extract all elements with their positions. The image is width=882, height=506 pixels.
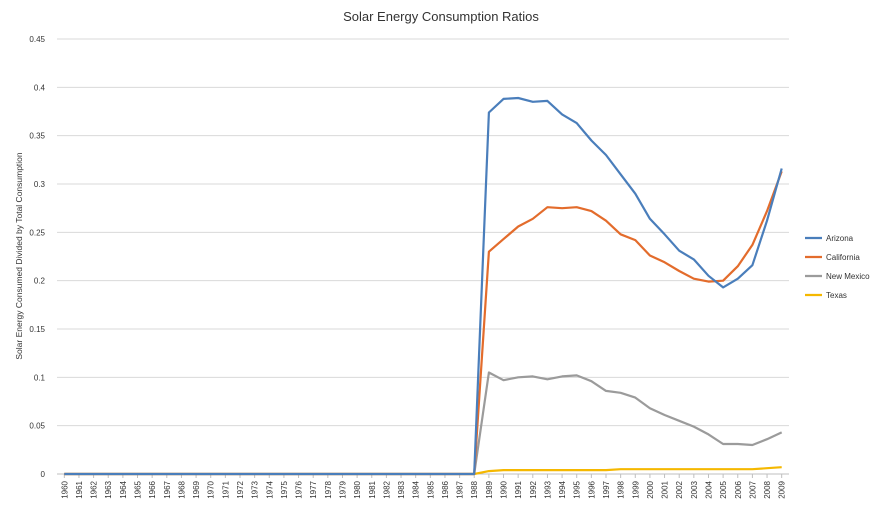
x-tick-label: 1967 (163, 480, 172, 498)
x-tick-label: 1963 (104, 480, 113, 498)
series-line-california (64, 171, 783, 476)
x-tick-label: 1960 (60, 480, 69, 498)
x-tick-label: 1999 (631, 480, 640, 498)
x-tick-label: 1995 (573, 480, 582, 498)
y-tick-label: 0.1 (34, 373, 46, 382)
y-tick-label: 0.45 (29, 35, 45, 44)
x-tick-label: 1983 (397, 480, 406, 498)
x-tick-label: 1970 (207, 480, 216, 498)
x-tick-label: 1989 (485, 480, 494, 498)
y-axis-label: Solar Energy Consumed Divided by Total C… (14, 152, 24, 360)
y-tick-label: 0.4 (34, 83, 46, 92)
x-tick-label: 1971 (221, 480, 230, 498)
y-tick-label: 0.15 (29, 325, 45, 334)
x-tick-label: 1994 (558, 480, 567, 498)
x-tick-label: 1969 (192, 480, 201, 498)
x-tick-label: 2002 (675, 480, 684, 498)
x-tick-label: 2001 (661, 480, 670, 498)
series-lines (64, 96, 783, 476)
x-tick-label: 1985 (426, 480, 435, 498)
x-tick-label: 1968 (177, 480, 186, 498)
x-tick-label: 2000 (646, 480, 655, 498)
x-tick-label: 1966 (148, 480, 157, 498)
series-line-new-mexico (64, 371, 783, 476)
series-line-arizona (64, 96, 783, 476)
y-axis-ticks: 0 0.05 0.1 0.15 0.2 0.25 0.3 0.35 0.4 0.45 (29, 35, 45, 479)
y-tick-label: 0 (41, 470, 46, 479)
x-tick-label: 1981 (368, 480, 377, 498)
legend-label: Arizona (826, 234, 854, 243)
x-tick-label: 1993 (543, 480, 552, 498)
legend-label: California (826, 253, 860, 262)
x-tick-label: 1982 (382, 480, 391, 498)
legend-label: New Mexico (826, 272, 870, 281)
y-tick-label: 0.25 (29, 228, 45, 237)
x-tick-label: 2006 (734, 480, 743, 498)
x-tick-label: 1984 (412, 480, 421, 498)
x-tick-label: 1965 (134, 480, 143, 498)
x-tick-label: 1961 (75, 480, 84, 498)
y-tick-label: 0.05 (29, 422, 45, 431)
legend-label: Texas (826, 291, 847, 300)
x-tick-label: 1977 (309, 480, 318, 498)
legend: Arizona California New Mexico Texas (805, 234, 870, 300)
x-tick-label: 1992 (529, 480, 538, 498)
x-tick-label: 1973 (251, 480, 260, 498)
x-tick-label: 1972 (236, 480, 245, 498)
x-tick-label: 2008 (763, 480, 772, 498)
x-tick-label: 2003 (690, 480, 699, 498)
x-tick-label: 1991 (514, 480, 523, 498)
x-tick-label: 1998 (617, 480, 626, 498)
x-tick-label: 1976 (295, 480, 304, 498)
x-tick-label: 1997 (602, 480, 611, 498)
x-tick-label: 2005 (719, 480, 728, 498)
x-tick-label: 2009 (778, 480, 787, 498)
x-tick-label: 1980 (353, 480, 362, 498)
x-axis-ticks: 1960 1961 1962 1963 1964 1965 1966 1967 1968 1969… (60, 474, 787, 499)
x-tick-label: 1962 (90, 480, 99, 498)
x-tick-label: 1990 (500, 480, 509, 498)
x-tick-label: 1986 (441, 480, 450, 498)
x-tick-label: 1996 (587, 480, 596, 498)
x-tick-label: 1988 (470, 480, 479, 498)
x-tick-label: 1974 (265, 480, 274, 498)
x-tick-label: 1975 (280, 480, 289, 498)
x-tick-label: 1964 (119, 480, 128, 498)
x-tick-label: 1987 (456, 480, 465, 498)
x-tick-label: 2007 (748, 480, 757, 498)
gridlines (57, 38, 789, 475)
y-tick-label: 0.3 (34, 180, 46, 189)
x-tick-label: 1979 (338, 480, 347, 498)
chart-title: Solar Energy Consumption Ratios (343, 9, 539, 24)
y-tick-label: 0.2 (34, 277, 46, 286)
x-tick-label: 2004 (704, 480, 713, 498)
x-tick-label: 1978 (324, 480, 333, 498)
y-tick-label: 0.35 (29, 132, 45, 141)
